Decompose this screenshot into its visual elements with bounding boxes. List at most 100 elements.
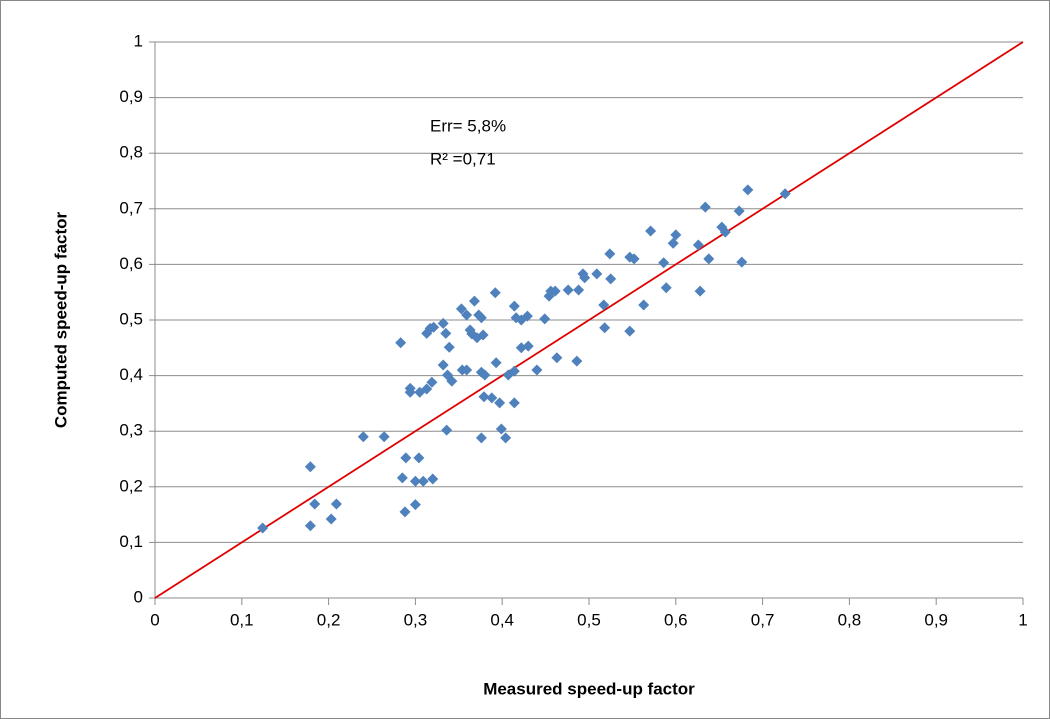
point [378, 431, 390, 443]
x-tick-label: 0,9 [924, 610, 948, 629]
point [599, 322, 611, 334]
y-tick-label: 0,3 [119, 421, 143, 440]
point [461, 364, 473, 376]
point [475, 432, 487, 444]
point [539, 313, 551, 325]
x-tick-label: 0,7 [751, 610, 775, 629]
point [719, 226, 731, 238]
x-tick-label: 1 [1018, 610, 1027, 629]
x-tick-label: 0,8 [838, 610, 862, 629]
point [421, 383, 433, 395]
point [508, 300, 520, 312]
point [257, 522, 269, 534]
y-tick-label: 0,5 [119, 309, 143, 328]
point [489, 287, 501, 299]
point [395, 337, 407, 349]
point [400, 452, 412, 464]
point [437, 317, 449, 329]
point [699, 201, 711, 213]
point [779, 188, 791, 200]
point [413, 452, 425, 464]
point [628, 253, 640, 265]
point [667, 237, 679, 249]
point [479, 369, 491, 381]
point [486, 392, 498, 404]
point [733, 205, 745, 217]
point [446, 375, 458, 387]
y-tick-label: 0,2 [119, 476, 143, 495]
point [441, 424, 453, 436]
y-axis-title: Computed speed-up factor [51, 211, 70, 428]
point [440, 327, 452, 339]
point [475, 312, 487, 324]
y-tick-label: 0,1 [119, 532, 143, 551]
annotation: Err= 5,8% [430, 116, 506, 135]
point [409, 475, 421, 487]
annotation: R² =0,71 [430, 149, 496, 168]
point [624, 325, 636, 337]
point [426, 376, 438, 388]
point [645, 225, 657, 237]
y-tick-label: 0,9 [119, 87, 143, 106]
point [598, 299, 610, 311]
point [500, 432, 512, 444]
point [605, 273, 617, 285]
point [409, 499, 421, 511]
point [399, 506, 411, 518]
point [477, 329, 489, 341]
point [455, 303, 467, 315]
point [396, 472, 408, 484]
point [703, 253, 715, 265]
point [562, 284, 574, 296]
point [309, 498, 321, 510]
x-tick-label: 0,4 [490, 610, 514, 629]
point [549, 285, 561, 297]
point [638, 299, 650, 311]
point [494, 397, 506, 409]
point [521, 310, 533, 322]
point [579, 272, 591, 284]
point [591, 268, 603, 280]
point [670, 229, 682, 241]
point [304, 461, 316, 473]
point [443, 341, 455, 353]
point [742, 184, 754, 196]
x-axis-title: Measured speed-up factor [483, 679, 695, 698]
point [658, 257, 670, 269]
point [404, 386, 416, 398]
point [660, 282, 672, 294]
point [573, 284, 585, 296]
point [495, 423, 507, 435]
point [427, 473, 439, 485]
y-tick-label: 0,6 [119, 254, 143, 273]
point [428, 321, 440, 333]
y-tick-label: 0,4 [119, 365, 143, 384]
point [508, 365, 520, 377]
point [531, 364, 543, 376]
point [468, 295, 480, 307]
point [304, 520, 316, 532]
reference-line [154, 41, 1024, 599]
point [604, 248, 616, 260]
point [551, 352, 563, 364]
x-tick-label: 0,2 [317, 610, 341, 629]
y-tick-label: 0,7 [119, 198, 143, 217]
point [490, 357, 502, 369]
x-tick-label: 0 [150, 610, 159, 629]
point [522, 340, 534, 352]
point [478, 391, 490, 403]
point [357, 431, 369, 443]
x-tick-label: 0,5 [577, 610, 601, 629]
y-tick-label: 0 [134, 587, 143, 606]
y-tick-label: 0,8 [119, 143, 143, 162]
point [571, 355, 583, 367]
point [325, 513, 337, 525]
x-tick-label: 0,3 [404, 610, 428, 629]
point [692, 239, 704, 251]
point [330, 498, 342, 510]
point [417, 475, 429, 487]
x-tick-label: 0,6 [664, 610, 688, 629]
point [461, 309, 473, 321]
